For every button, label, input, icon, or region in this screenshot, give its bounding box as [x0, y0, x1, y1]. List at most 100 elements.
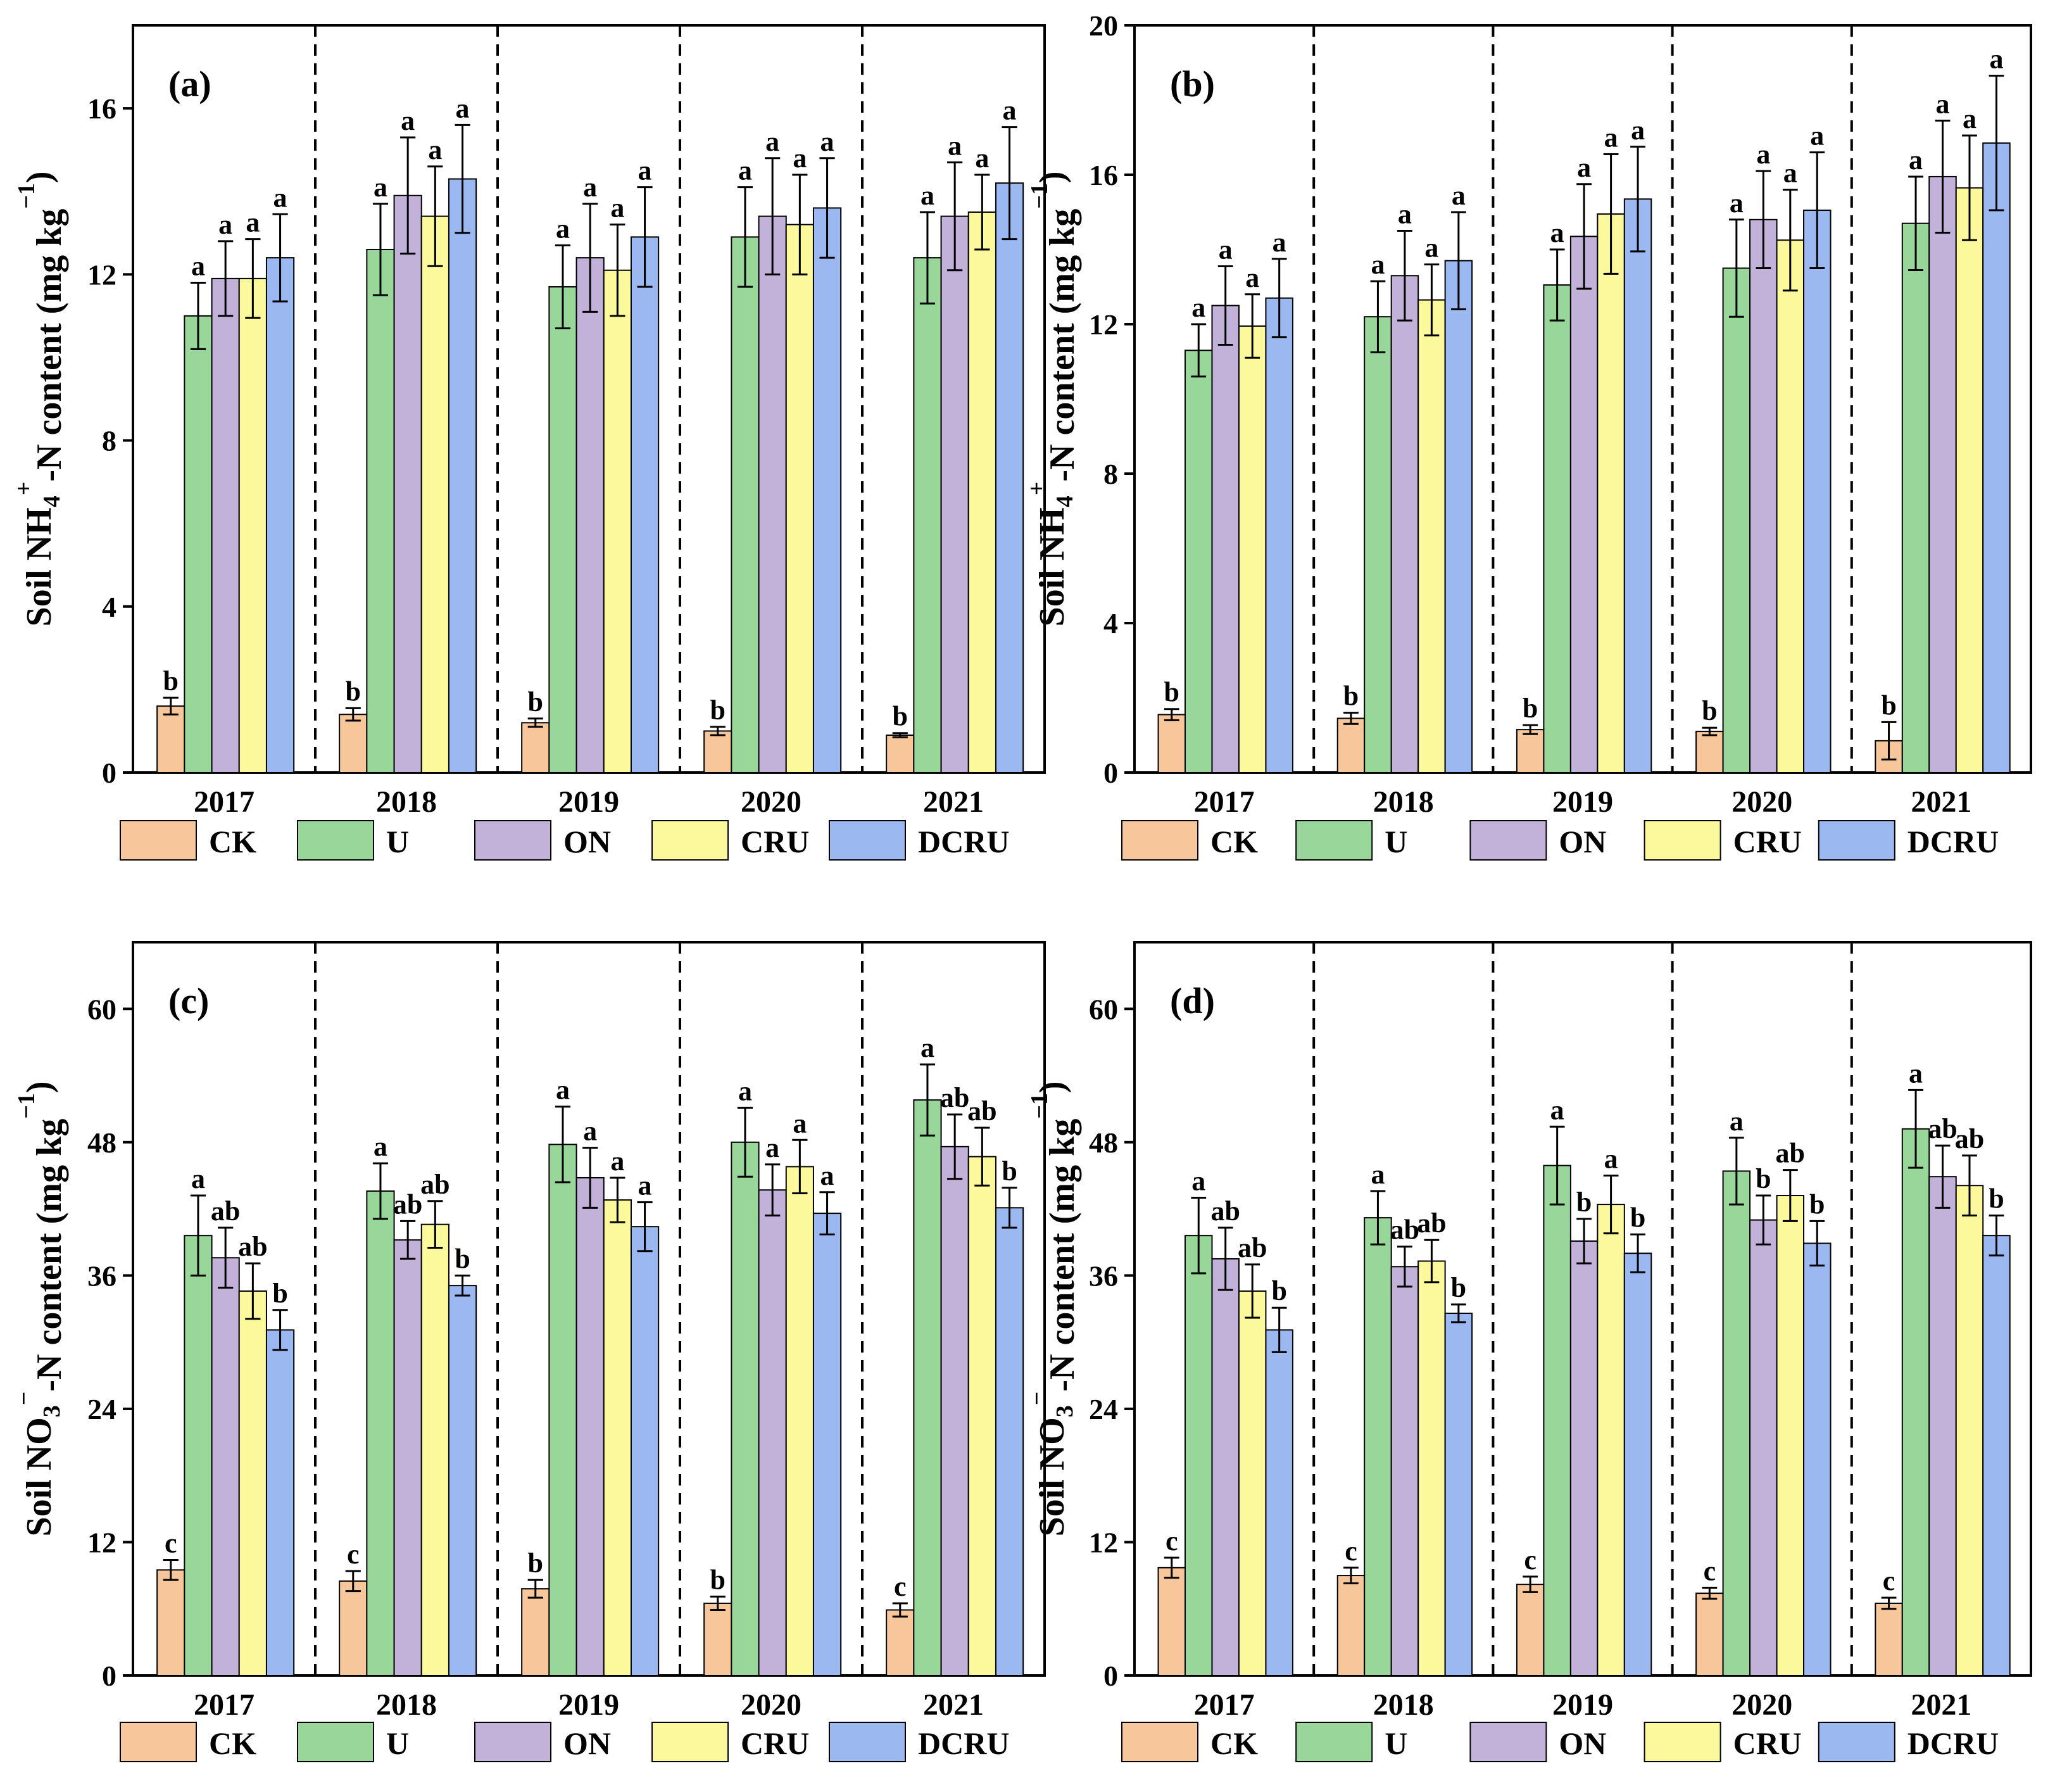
- significance-letter: a: [1577, 152, 1591, 183]
- y-tick-label: 60: [87, 993, 116, 1025]
- y-tick-label: 48: [1089, 1126, 1118, 1159]
- y-tick-label: 4: [1103, 607, 1118, 640]
- x-tick-label: 2021: [1911, 1688, 1971, 1722]
- significance-letter: ab: [1210, 1196, 1240, 1227]
- bar-cru: [1238, 325, 1267, 773]
- bar-dcru: [995, 1207, 1024, 1676]
- bar-ck: [1516, 729, 1545, 774]
- significance-letter: a: [191, 1163, 205, 1194]
- bar-on: [1749, 218, 1778, 773]
- bar-ck: [703, 730, 732, 774]
- significance-letter: a: [401, 105, 415, 136]
- bar-ck: [1516, 1584, 1545, 1676]
- significance-letter: a: [1631, 115, 1645, 146]
- chart-panel-2: 01224364860caababb2017caababb2018baaaa20…: [11, 941, 1046, 1762]
- significance-letter: a: [921, 1032, 934, 1063]
- y-tick-label: 16: [1089, 159, 1118, 191]
- y-axis-label-part: −1: [1026, 1093, 1053, 1119]
- bar-on: [1569, 236, 1599, 774]
- significance-letter: c: [1704, 1555, 1716, 1586]
- bar-dcru: [1982, 1235, 2011, 1676]
- significance-letter: c: [1345, 1536, 1357, 1567]
- legend-label-on: ON: [563, 824, 611, 859]
- bar-u: [548, 1144, 577, 1676]
- y-axis-label-part: −1: [13, 183, 40, 209]
- y-axis-label-part: ): [20, 1081, 59, 1093]
- bar-u: [1364, 316, 1392, 773]
- significance-letter: b: [893, 701, 908, 732]
- significance-letter: a: [1604, 122, 1618, 153]
- legend-label-cru: CRU: [1733, 1726, 1802, 1761]
- y-axis-label-part: 3: [1052, 1405, 1078, 1417]
- x-tick-label: 2021: [923, 785, 984, 819]
- significance-letter: ab: [1776, 1138, 1805, 1169]
- significance-letter: a: [1989, 44, 2003, 75]
- significance-letter: b: [1756, 1163, 1771, 1194]
- significance-letter: a: [921, 180, 934, 211]
- significance-letter: a: [1273, 227, 1286, 258]
- bar-u: [1901, 1128, 1930, 1677]
- bar-cru: [420, 215, 449, 773]
- legend-label-u: U: [386, 1726, 409, 1761]
- legend-swatch-ck: [120, 1722, 197, 1762]
- bar-dcru: [1265, 1329, 1293, 1677]
- y-tick-label: 12: [1089, 1526, 1118, 1558]
- significance-letter: a: [1452, 180, 1466, 211]
- bar-on: [575, 1177, 605, 1676]
- y-axis-label-part: Soil NH: [1033, 507, 1072, 626]
- significance-letter: b: [1809, 1189, 1825, 1220]
- bar-dcru: [1803, 1242, 1832, 1676]
- bar-ck: [156, 705, 185, 773]
- legend-swatch-on: [1469, 1722, 1547, 1762]
- y-axis-label-part: −1: [13, 1093, 40, 1119]
- bar-dcru: [1444, 260, 1473, 773]
- x-tick-label: 2017: [1194, 1688, 1255, 1722]
- bar-ck: [1336, 717, 1366, 773]
- bar-on: [940, 1145, 969, 1676]
- significance-letter: a: [1371, 1159, 1385, 1190]
- bar-cru: [1955, 187, 1984, 773]
- y-axis-label-part: −: [11, 1392, 37, 1406]
- significance-letter: b: [710, 695, 726, 726]
- bar-on: [758, 215, 787, 773]
- significance-letter: a: [1783, 158, 1797, 189]
- legend-label-ck: CK: [1210, 1726, 1258, 1761]
- significance-letter: b: [1523, 693, 1538, 724]
- significance-letter: a: [1730, 187, 1744, 218]
- bar-cru: [420, 1223, 449, 1676]
- x-tick-label: 2019: [1552, 785, 1613, 819]
- bar-cru: [1417, 1260, 1446, 1676]
- bar-ck: [886, 735, 915, 773]
- significance-letter: a: [1191, 1166, 1205, 1197]
- bar-dcru: [265, 1329, 295, 1677]
- y-axis-label-part: -N content (mg kg: [1043, 1119, 1082, 1392]
- significance-letter: a: [1550, 217, 1564, 248]
- bar-on: [1749, 1219, 1778, 1676]
- bar-u: [1185, 1235, 1213, 1676]
- significance-letter: b: [1576, 1187, 1592, 1218]
- legend-swatch-on: [474, 820, 551, 861]
- significance-letter: a: [246, 207, 260, 238]
- significance-letter: a: [1604, 1143, 1618, 1174]
- significance-letter: a: [793, 1107, 807, 1139]
- legend-swatch-u: [1295, 820, 1373, 861]
- legend-swatch-cru: [1643, 820, 1721, 861]
- legend-label-cru: CRU: [1733, 824, 1802, 859]
- bar-ck: [1875, 1602, 1903, 1677]
- bar-cru: [1597, 1204, 1625, 1676]
- bar-on: [575, 257, 605, 774]
- chart-panel-3: 01224364860caababb2017caababb2018cabab20…: [1024, 941, 2032, 1762]
- significance-letter: a: [765, 126, 779, 157]
- significance-letter: ab: [238, 1231, 267, 1262]
- y-tick-label: 0: [1103, 1660, 1118, 1692]
- y-axis-label-part: -N content (mg kg: [1043, 209, 1082, 482]
- legend-label-on: ON: [1559, 824, 1606, 859]
- significance-letter: a: [456, 92, 470, 123]
- significance-letter: ab: [211, 1196, 240, 1227]
- x-tick-label: 2021: [923, 1688, 984, 1722]
- y-tick-label: 4: [102, 591, 116, 623]
- bar-ck: [1157, 714, 1186, 774]
- bar-ck: [156, 1569, 185, 1676]
- bar-on: [211, 1257, 240, 1676]
- legend-label-cru: CRU: [741, 824, 809, 859]
